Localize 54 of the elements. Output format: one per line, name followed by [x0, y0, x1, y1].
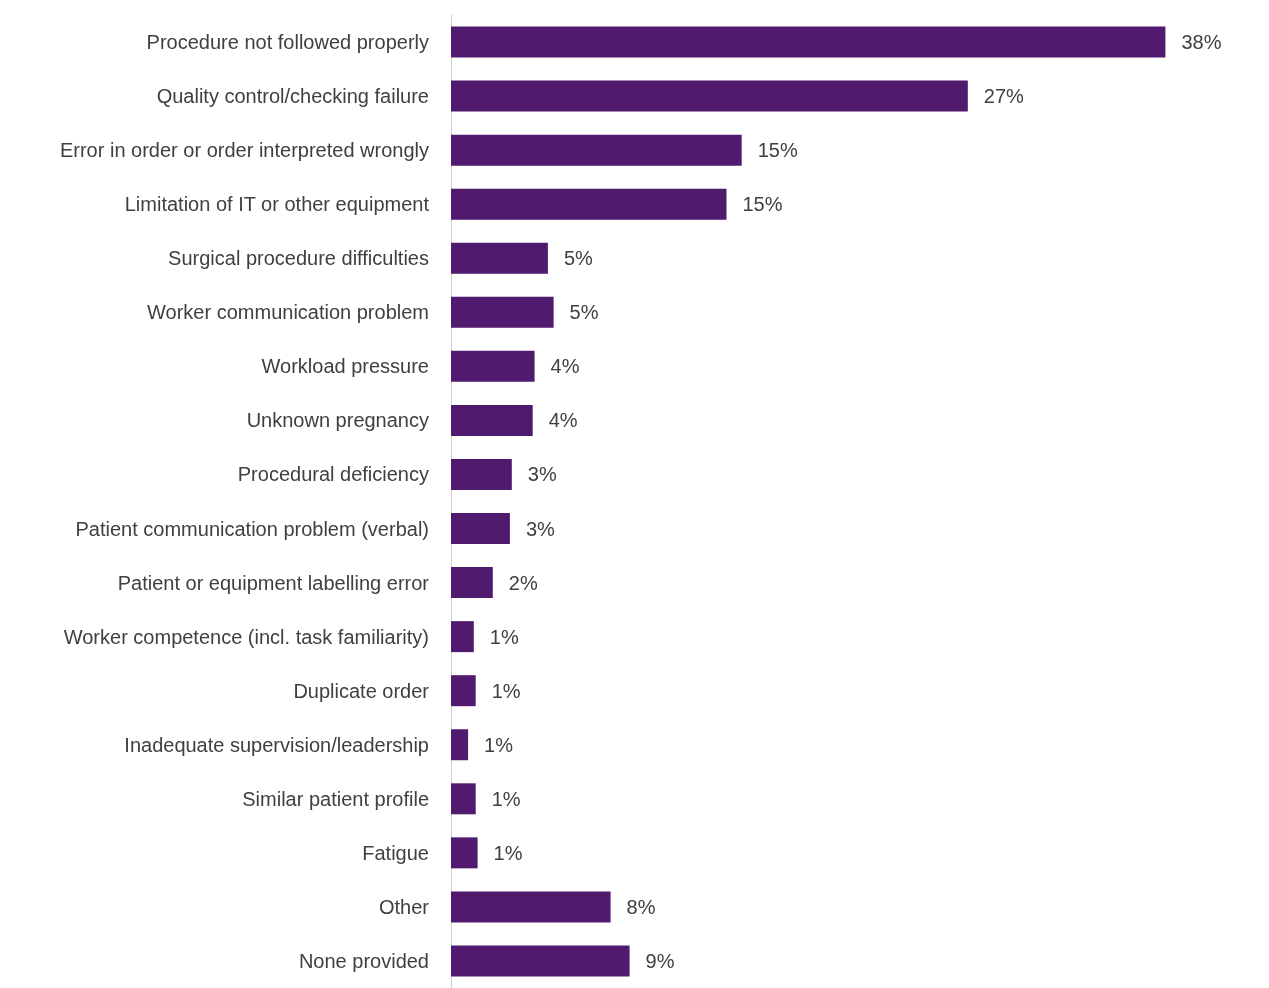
- data-label: 4%: [548, 409, 578, 432]
- bar: [451, 242, 548, 274]
- y-tick-label: Worker competence (incl. task familiarity): [63, 625, 429, 648]
- bar: [451, 458, 512, 490]
- data-label: 15%: [757, 139, 798, 162]
- data-label: 4%: [550, 355, 580, 378]
- y-tick-label: Duplicate order: [293, 679, 430, 702]
- bar: [451, 350, 535, 382]
- data-label: 5%: [569, 301, 599, 324]
- y-tick-label: Patient communication problem (verbal): [75, 517, 429, 540]
- bar: [451, 134, 742, 166]
- data-label: 1%: [493, 841, 523, 864]
- y-tick-label: Error in order or order interpreted wrongly: [59, 139, 429, 162]
- y-tick-label: Procedural deficiency: [237, 463, 429, 486]
- data-label: 27%: [983, 85, 1025, 108]
- bar: [451, 188, 727, 220]
- y-tick-label: Procedure not followed properly: [146, 31, 429, 54]
- bar: [451, 891, 611, 923]
- data-label: 1%: [489, 625, 519, 648]
- data-label: 8%: [626, 895, 656, 918]
- data-label: 1%: [491, 679, 521, 702]
- data-label: 3%: [525, 517, 556, 540]
- y-tick-label: Quality control/checking failure: [156, 85, 429, 108]
- y-tick-label: Patient or equipment labelling error: [117, 571, 430, 594]
- y-tick-label: None provided: [298, 949, 429, 972]
- y-tick-label: Unknown pregnancy: [246, 409, 429, 432]
- data-label: 1%: [484, 733, 514, 756]
- y-tick-label: Other: [378, 895, 430, 918]
- bar: [451, 783, 476, 815]
- bar: [451, 621, 474, 653]
- y-tick-label: Workload pressure: [261, 355, 429, 378]
- data-label: 15%: [742, 193, 783, 216]
- bar: [451, 837, 478, 869]
- bar: [451, 296, 554, 328]
- y-tick-label: Limitation of IT or other equipment: [124, 193, 430, 216]
- y-tick-label: Surgical procedure difficulties: [168, 247, 429, 270]
- bar: [451, 80, 968, 112]
- data-label: 9%: [645, 949, 675, 972]
- data-label: 2%: [508, 571, 538, 594]
- bar: [451, 945, 630, 977]
- data-label: 38%: [1181, 31, 1222, 54]
- bar: [451, 729, 469, 761]
- bar: [451, 675, 476, 707]
- bar: [451, 567, 493, 599]
- data-label: 5%: [563, 247, 594, 270]
- y-tick-label: Worker communication problem: [147, 301, 429, 324]
- y-tick-label: Similar patient profile: [242, 787, 429, 810]
- data-label: 1%: [491, 787, 521, 810]
- y-tick-label: Inadequate supervision/leadership: [124, 733, 429, 756]
- bar: [451, 26, 1166, 58]
- y-tick-label: Fatigue: [362, 841, 429, 864]
- bar: [451, 404, 533, 436]
- data-label: 3%: [527, 463, 557, 486]
- bar: [451, 513, 510, 545]
